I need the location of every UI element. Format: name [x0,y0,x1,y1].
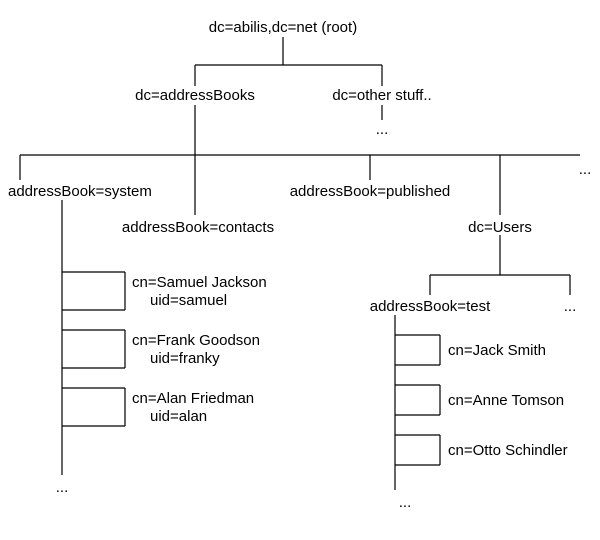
otherstuff-label: dc=other stuff.. [332,87,431,104]
root-label: dc=abilis,dc=net (root) [209,19,357,36]
system-entry-1-uid: uid=samuel [150,292,227,309]
test-entry-2-cn: cn=Anne Tomson [448,392,564,409]
ldap-tree-diagram: dc=abilis,dc=net (root) dc=addressBooks … [0,0,600,540]
contacts-label: addressBook=contacts [122,219,274,236]
system-entry-3-uid: uid=alan [150,408,207,425]
system-entry-3-cn: cn=Alan Friedman [132,390,254,407]
published-label: addressBook=published [290,183,451,200]
system-entry-2-uid: uid=franky [150,350,220,367]
users-label: dc=Users [468,219,532,236]
system-ellipsis: ... [56,479,69,496]
test-ellipsis: ... [399,494,412,511]
system-entry-2-cn: cn=Frank Goodson [132,332,260,349]
otherstuff-ellipsis: ... [376,121,389,138]
addressbooks-label: dc=addressBooks [135,87,255,104]
test-label: addressBook=test [370,298,491,315]
users-ellipsis: ... [564,298,577,315]
test-entry-3-cn: cn=Otto Schindler [448,442,568,459]
test-entry-1-cn: cn=Jack Smith [448,342,546,359]
system-label: addressBook=system [8,183,152,200]
system-entry-1-cn: cn=Samuel Jackson [132,274,267,291]
level2-ellipsis: ... [579,161,592,178]
